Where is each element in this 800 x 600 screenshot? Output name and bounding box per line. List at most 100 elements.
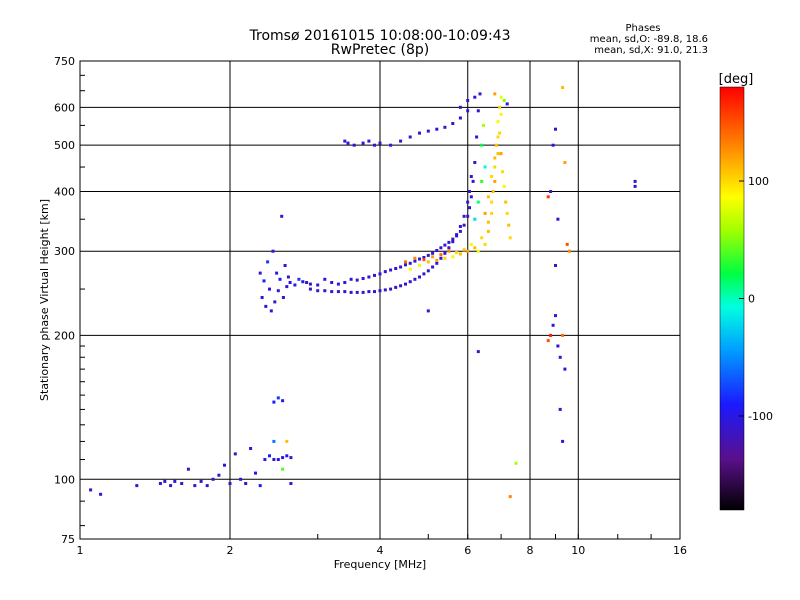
data-point xyxy=(418,264,421,267)
data-point xyxy=(281,399,285,403)
data-point xyxy=(508,495,512,499)
data-point xyxy=(305,281,309,284)
data-point xyxy=(336,282,340,286)
x-tick-label: 10 xyxy=(571,544,585,557)
data-point xyxy=(223,463,226,467)
data-point xyxy=(422,256,426,259)
data-point xyxy=(89,488,93,492)
data-point xyxy=(443,256,447,260)
data-point xyxy=(549,333,553,337)
data-point xyxy=(468,206,471,210)
data-point xyxy=(418,131,421,135)
data-point xyxy=(466,99,470,102)
data-point xyxy=(367,139,371,143)
data-point xyxy=(343,290,347,294)
data-point xyxy=(343,281,347,284)
data-point xyxy=(422,272,426,276)
data-point xyxy=(462,223,466,227)
data-point xyxy=(378,289,382,293)
data-point xyxy=(169,484,173,488)
data-point xyxy=(288,281,292,284)
data-point xyxy=(260,296,264,299)
data-point xyxy=(486,229,490,233)
data-point xyxy=(496,135,500,139)
data-point xyxy=(554,314,557,318)
y-tick-label: 400 xyxy=(54,185,75,198)
data-point xyxy=(633,184,637,188)
data-point xyxy=(549,190,553,193)
data-point xyxy=(413,259,417,263)
data-point xyxy=(481,123,485,127)
data-point xyxy=(435,127,439,131)
data-point xyxy=(373,143,376,147)
data-point xyxy=(330,290,334,294)
data-point xyxy=(308,287,312,291)
data-point xyxy=(258,484,262,488)
y-tick-label: 600 xyxy=(54,101,75,114)
data-point xyxy=(399,284,403,288)
data-point xyxy=(451,255,455,259)
data-point xyxy=(466,214,470,218)
data-point xyxy=(281,467,285,471)
data-point xyxy=(289,482,293,485)
colorbar-tick-label: 100 xyxy=(748,175,769,188)
data-point xyxy=(361,141,365,145)
data-point xyxy=(498,131,502,135)
data-point xyxy=(502,99,506,102)
colorbar-tick-label: -100 xyxy=(748,410,773,423)
data-point xyxy=(399,139,403,143)
data-point xyxy=(455,251,459,255)
data-point xyxy=(469,175,473,178)
data-point xyxy=(466,200,470,204)
data-point xyxy=(316,289,320,293)
data-point xyxy=(349,277,353,281)
data-point xyxy=(494,143,498,147)
data-point xyxy=(426,309,430,313)
data-point xyxy=(262,279,266,283)
data-point xyxy=(496,120,500,124)
data-point xyxy=(476,200,480,204)
data-point xyxy=(551,143,555,147)
data-point xyxy=(426,253,430,257)
data-point xyxy=(480,179,484,183)
data-point xyxy=(283,264,287,267)
chart-subtitle: RwPretec (8p) xyxy=(331,42,429,58)
data-point xyxy=(458,225,462,228)
data-point xyxy=(501,170,505,174)
data-point xyxy=(273,300,277,304)
data-point xyxy=(561,439,565,443)
data-point xyxy=(408,261,412,265)
data-point xyxy=(466,109,470,113)
data-point xyxy=(426,129,430,133)
x-axis-ticks: 1 2 4 6 8 10 16 xyxy=(77,534,687,557)
data-point xyxy=(293,283,297,287)
data-point xyxy=(556,217,560,221)
data-point xyxy=(408,280,412,284)
data-point xyxy=(378,272,382,276)
data-point xyxy=(404,263,407,267)
data-point xyxy=(473,161,477,164)
data-point xyxy=(233,452,237,456)
data-point xyxy=(458,116,462,120)
data-point xyxy=(561,333,565,337)
data-point xyxy=(158,482,162,485)
data-point xyxy=(498,105,502,109)
data-point xyxy=(496,152,500,156)
data-point xyxy=(483,211,487,215)
data-point xyxy=(480,143,484,147)
data-point xyxy=(486,195,490,199)
data-point xyxy=(476,109,480,113)
data-point xyxy=(458,252,462,256)
data-point xyxy=(490,211,494,215)
data-point xyxy=(343,139,347,143)
data-point xyxy=(285,454,289,458)
data-point xyxy=(367,275,371,279)
data-point xyxy=(443,125,447,129)
data-point xyxy=(546,195,550,199)
data-point xyxy=(330,281,334,284)
y-tick-label: 300 xyxy=(54,245,75,258)
data-point xyxy=(439,256,443,260)
data-point xyxy=(263,458,267,461)
data-point xyxy=(471,179,475,183)
